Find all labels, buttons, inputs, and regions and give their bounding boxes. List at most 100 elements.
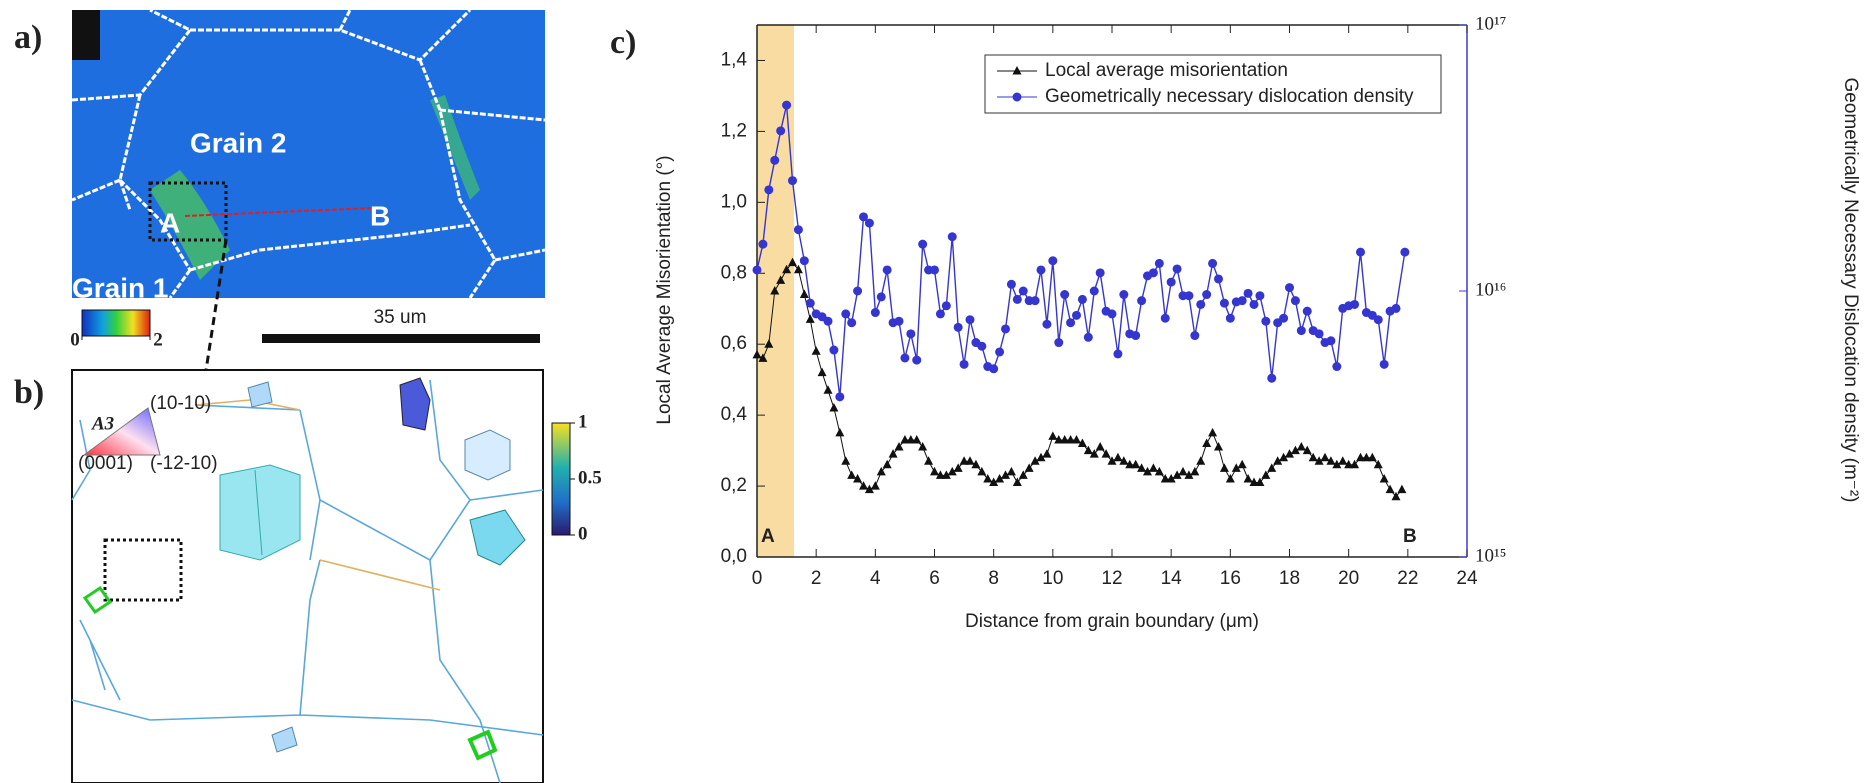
data-point [782, 100, 792, 110]
data-point [1356, 452, 1365, 462]
data-point [947, 466, 957, 476]
map-strain [150, 170, 230, 280]
data-point [853, 473, 863, 483]
data-point [1285, 449, 1294, 458]
data-point [1113, 452, 1123, 462]
data-point [1001, 470, 1010, 479]
data-point [770, 155, 780, 165]
data-point [823, 316, 833, 326]
map-a: Grain 2 Grain 1 A B 35 um [71, 8, 546, 343]
data-point [847, 470, 857, 479]
data-point [959, 359, 969, 369]
data-point [1184, 291, 1194, 301]
data-point [1367, 452, 1377, 462]
x-axis-label: Distance from grain boundary (μm) [965, 611, 1259, 632]
data-point [1356, 247, 1365, 257]
data-point [1373, 459, 1383, 469]
data-point [1397, 484, 1407, 494]
data-point [752, 265, 762, 275]
data-point [1054, 434, 1064, 444]
data-point [1131, 459, 1141, 469]
data-point [835, 427, 845, 437]
crystal-glyph [464, 429, 511, 481]
data-point [782, 264, 792, 274]
data-point [793, 225, 803, 235]
data-point [1137, 463, 1147, 472]
colorbar-tick-label: 0 [70, 329, 80, 350]
data-point [1006, 279, 1016, 289]
data-point [1042, 319, 1052, 329]
data-point [1314, 456, 1324, 465]
x-tick-label: 10 [1042, 568, 1063, 589]
data-point [1143, 466, 1152, 476]
data-point [1261, 316, 1271, 326]
data-point [1036, 452, 1046, 462]
data-point [1279, 313, 1289, 323]
data-point [935, 309, 945, 319]
data-point [924, 456, 934, 465]
grain-label: Grain 1 [72, 272, 168, 303]
data-point [971, 459, 981, 469]
data-point [1296, 442, 1306, 451]
x-tick-label: 4 [870, 568, 881, 589]
data-point [1385, 484, 1395, 494]
data-point [1154, 466, 1164, 476]
data-point [1095, 268, 1105, 278]
data-point [1255, 291, 1265, 301]
data-point [918, 239, 928, 249]
data-point [1249, 299, 1259, 309]
data-point [1344, 459, 1354, 469]
point-label: B [370, 200, 390, 231]
x-tick-label: 12 [1101, 568, 1122, 589]
x-tick-label: 8 [988, 568, 999, 589]
y-tick-label: 1,0 [721, 191, 747, 212]
data-point [1243, 473, 1253, 483]
data-point [1219, 298, 1229, 308]
data-point [1231, 463, 1241, 472]
data-point [1060, 434, 1070, 444]
data-point [1391, 303, 1401, 313]
annotation: B [1403, 526, 1417, 547]
data-point [1243, 288, 1253, 298]
data-point [841, 456, 851, 465]
x-tick-label: 22 [1397, 568, 1418, 589]
data-point [1267, 373, 1277, 383]
data-point [1208, 427, 1218, 437]
data-point [1160, 473, 1170, 483]
data-point [1273, 456, 1283, 465]
ipf-triangle [82, 407, 161, 456]
data-point [995, 347, 1005, 357]
data-point [853, 286, 863, 296]
data-point [823, 385, 833, 394]
y-tick-label: 0,2 [721, 475, 747, 496]
data-point [764, 339, 774, 348]
data-point [912, 355, 922, 365]
data-point [1048, 431, 1058, 440]
data-point [776, 275, 786, 284]
data-point [1285, 283, 1294, 293]
data-point [900, 353, 910, 363]
data-point [1166, 277, 1176, 287]
data-point [1006, 466, 1016, 476]
data-point [1290, 296, 1300, 306]
series-line [756, 104, 1406, 397]
legend-box [984, 54, 1442, 114]
data-point [770, 286, 780, 295]
data-point [1214, 442, 1223, 451]
data-point [1190, 466, 1200, 476]
data-point [894, 316, 904, 326]
data-point [1089, 286, 1099, 296]
x-tick-label: 0 [752, 568, 763, 589]
panel-label: a) [14, 19, 42, 56]
data-point [835, 392, 845, 402]
data-point [1131, 331, 1141, 341]
data-point [1083, 332, 1093, 342]
ipf-label: (10-10) [150, 393, 211, 414]
y2-tick-label: 10¹⁷ [1475, 13, 1506, 34]
data-point [1012, 294, 1022, 304]
data-point [1095, 442, 1105, 451]
data-point [876, 466, 886, 476]
data-point [805, 298, 815, 308]
data-point [1196, 299, 1206, 309]
map-background [72, 10, 545, 298]
